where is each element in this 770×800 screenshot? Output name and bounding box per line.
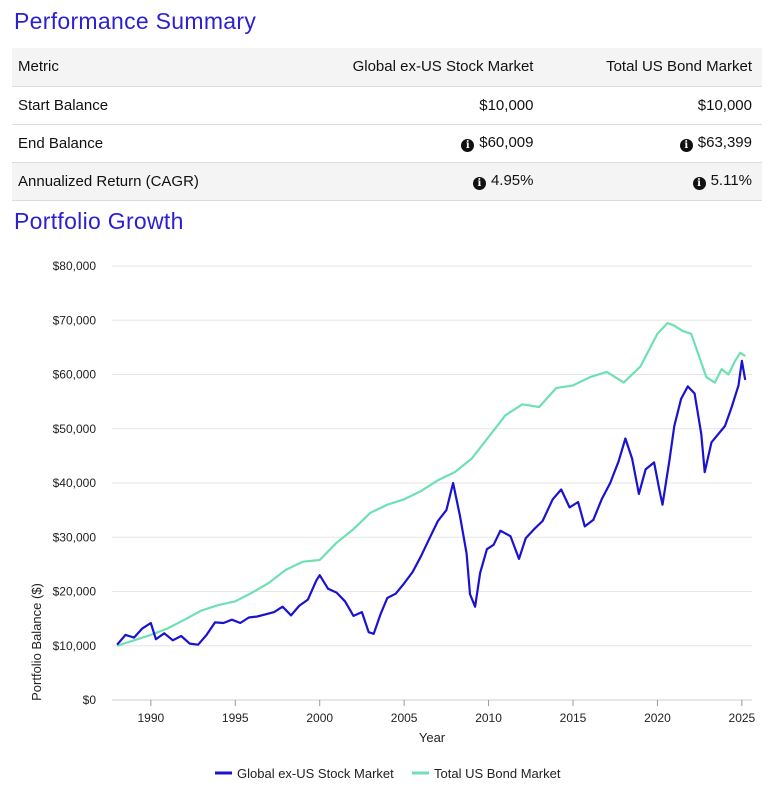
y-axis-label: Portfolio Balance ($) [29,583,44,701]
value-total-us-bond: $63,399 [697,134,752,151]
y-tick-label: $80,000 [53,259,97,273]
value-total-us-bond-cell: i 5.11% [543,162,762,201]
x-tick-label: 2000 [306,711,333,725]
portfolio-growth-chart: $0 $10,000 $20,000 $30,000 $40,000 $50,000 $60… [29,259,756,781]
header-metric: Metric [12,48,278,87]
x-tick-label: 1995 [222,711,249,725]
chart-series [116,321,747,647]
y-tick-label: $20,000 [53,585,97,599]
value-global-ex-us: 4.95% [490,172,534,189]
info-icon[interactable]: i [472,177,486,190]
x-axis-ticks: 1990 1995 2000 2005 2010 2015 2020 2025 [137,700,756,725]
y-tick-label: $50,000 [53,422,97,436]
x-tick-label: 2010 [475,711,502,725]
value-total-us-bond: 5.11% [710,172,752,189]
value-global-ex-us-cell: i 4.95% [277,162,544,201]
table-row-start-balance: Start Balance $10,000 $10,000 [12,86,762,125]
y-tick-label: $60,000 [53,368,97,382]
metric-label: Start Balance [12,86,278,125]
series-line-global-ex-us [116,359,747,646]
info-icon[interactable]: i [679,139,693,152]
table-header-row: Metric Global ex-US Stock Market Total U… [12,48,762,87]
x-tick-label: 1990 [137,711,164,725]
info-icon[interactable]: i [692,177,706,190]
legend-label-global-ex-us[interactable]: Global ex-US Stock Market [237,766,394,781]
y-tick-label: $70,000 [53,313,97,327]
performance-summary-table: Metric Global ex-US Stock Market Total U… [12,48,762,201]
x-tick-label: 2025 [729,711,756,725]
info-icon[interactable]: i [461,139,475,152]
y-tick-label: $0 [83,693,97,707]
y-axis-ticks: $0 $10,000 $20,000 $30,000 $40,000 $50,000 $60… [53,259,97,707]
y-tick-label: $10,000 [53,639,97,653]
x-axis-label: Year [419,730,446,745]
legend-label-total-us-bond[interactable]: Total US Bond Market [434,766,561,781]
header-total-us-bond: Total US Bond Market [543,48,762,87]
y-tick-label: $40,000 [53,476,97,490]
x-tick-label: 2005 [391,711,418,725]
performance-summary-title: Performance Summary [14,8,257,34]
series-line-total-us-bond [116,321,746,647]
table-row-cagr: Annualized Return (CAGR) i 4.95% i 5.11% [12,162,762,201]
value-global-ex-us-cell: i $60,009 [277,124,544,163]
metric-label: Annualized Return (CAGR) [12,162,278,201]
x-tick-label: 2020 [644,711,671,725]
header-global-ex-us: Global ex-US Stock Market [277,48,544,87]
value-total-us-bond: $10,000 [543,86,762,125]
x-tick-label: 2015 [560,711,587,725]
chart-legend[interactable]: Global ex-US Stock Market Total US Bond … [215,766,561,781]
value-global-ex-us: $10,000 [277,86,544,125]
portfolio-growth-title: Portfolio Growth [14,208,184,234]
table-row-end-balance: End Balance i $60,009 i $63,399 [12,124,762,163]
metric-label: End Balance [12,124,278,163]
value-global-ex-us: $60,009 [479,134,534,151]
y-tick-label: $30,000 [53,530,97,544]
value-total-us-bond-cell: i $63,399 [543,124,762,163]
